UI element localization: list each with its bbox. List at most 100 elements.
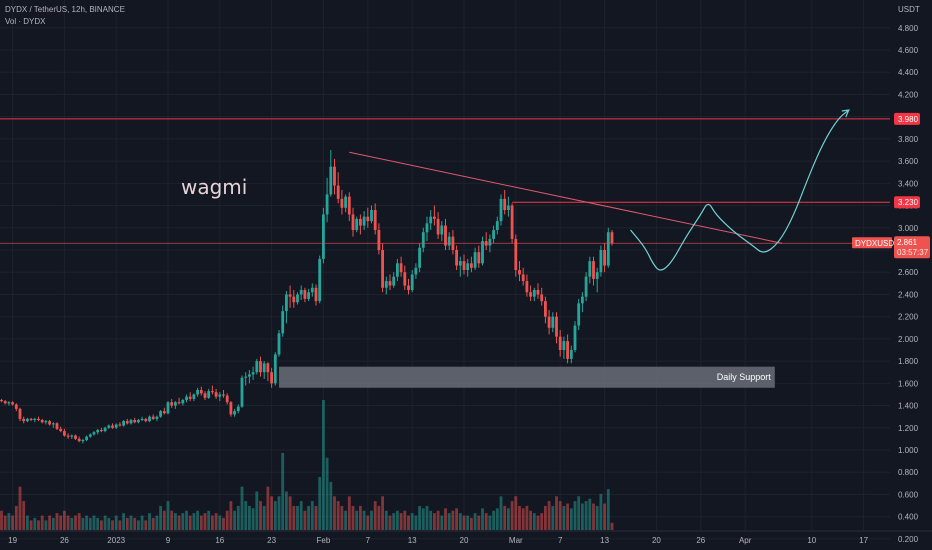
volume-bar — [185, 510, 188, 530]
volume-bar — [3, 515, 7, 530]
candle-body — [580, 296, 584, 304]
drawing-lines — [0, 109, 890, 271]
volume-bar — [29, 520, 33, 530]
volume-bar — [340, 505, 344, 530]
volume-bar — [103, 515, 107, 530]
y-tick-label: 3.400 — [898, 179, 919, 188]
volume-bar — [48, 515, 52, 530]
volume-bar — [155, 515, 159, 530]
volume-bar — [262, 505, 266, 530]
candle-body — [492, 230, 496, 239]
y-tick-label: 2.000 — [898, 335, 919, 344]
volume-bar — [111, 520, 114, 530]
candle-body — [151, 416, 155, 419]
candle-body — [547, 316, 551, 328]
candle-body — [129, 420, 133, 424]
volume-bar — [240, 486, 244, 530]
candle-body — [577, 303, 581, 326]
candle-body — [414, 267, 418, 275]
candle-body — [111, 425, 114, 428]
volume-bar — [373, 501, 377, 530]
volume-bar — [599, 493, 603, 530]
volume-bar — [377, 505, 381, 530]
volume-bar — [229, 501, 233, 530]
candle-body — [122, 421, 126, 426]
candle-body — [610, 232, 614, 244]
level-badge — [894, 196, 920, 209]
y-tick-label: 1.800 — [898, 357, 919, 366]
y-tick-label: 4.600 — [898, 46, 919, 55]
candle-body — [33, 418, 37, 420]
volume-bar — [418, 505, 422, 530]
y-tick-label: 0.400 — [898, 513, 919, 522]
x-tick-label: 7 — [558, 536, 563, 545]
volume-bar — [77, 513, 81, 530]
volume-bar — [314, 505, 318, 530]
volume-bar — [503, 505, 507, 530]
candle-body — [562, 341, 566, 350]
volume-bar — [395, 510, 399, 530]
volume-bar — [148, 513, 151, 530]
volume-bar — [136, 520, 140, 530]
volume-bar — [329, 481, 333, 530]
candle-body — [584, 276, 588, 297]
y-tick-label: 3.600 — [898, 157, 919, 166]
level-badge-value: 3.230 — [898, 198, 919, 207]
support-zone-layer: Daily Support — [279, 366, 775, 388]
volume-bar — [244, 501, 248, 530]
candle-body — [392, 276, 396, 286]
volume-bar — [473, 513, 477, 530]
y-tick-label: 4.400 — [898, 68, 919, 77]
volume-bar — [151, 517, 155, 530]
symbol-title[interactable]: DYDX / TetherUS, 12h, BINANCE — [5, 5, 125, 14]
candle-body — [281, 311, 285, 334]
candle-body — [107, 425, 111, 428]
candle-body — [344, 196, 348, 208]
candle-body — [44, 421, 48, 423]
volume-bar — [247, 505, 251, 530]
volume-bar — [37, 520, 40, 530]
volume-bar — [410, 513, 414, 530]
volume-bar — [336, 501, 340, 530]
volume-bar — [22, 501, 26, 530]
candle-body — [318, 258, 322, 302]
candle-body — [325, 194, 329, 215]
candle-body — [181, 400, 185, 404]
candle-body — [18, 408, 22, 419]
candle-body — [51, 423, 55, 425]
volume-bar — [499, 496, 503, 530]
volume-bar — [44, 520, 48, 530]
candle-body — [188, 396, 192, 399]
candle-body — [192, 394, 196, 399]
candle-body — [155, 416, 159, 419]
volume-bar — [606, 489, 610, 530]
volume-bar — [214, 513, 218, 530]
candle-body — [518, 270, 521, 275]
candle-body — [373, 210, 377, 230]
support-zone-box — [279, 366, 775, 388]
volume-bar — [173, 513, 177, 530]
level-badge — [894, 112, 920, 125]
candle-body — [74, 435, 77, 439]
candle-body — [273, 354, 277, 384]
candle-body — [377, 230, 381, 250]
volume-indicator-label[interactable]: Vol · DYDX — [5, 17, 46, 26]
volume-bar — [307, 505, 311, 530]
volume-bar — [551, 505, 555, 530]
volume-bar — [303, 510, 307, 530]
candle-body — [37, 418, 40, 420]
volume-bar — [403, 510, 407, 530]
volume-bar — [358, 505, 362, 530]
volume-bar — [85, 515, 89, 530]
projection-path — [630, 109, 850, 271]
candle-body — [340, 198, 344, 208]
volume-bar — [469, 517, 473, 530]
candle-body — [214, 392, 218, 397]
candle-body — [521, 274, 525, 282]
currency-label: USDT — [898, 5, 920, 14]
volume-bar — [140, 515, 144, 530]
candle-body — [384, 281, 388, 288]
candle-body — [125, 421, 129, 424]
volume-bar — [532, 513, 536, 530]
